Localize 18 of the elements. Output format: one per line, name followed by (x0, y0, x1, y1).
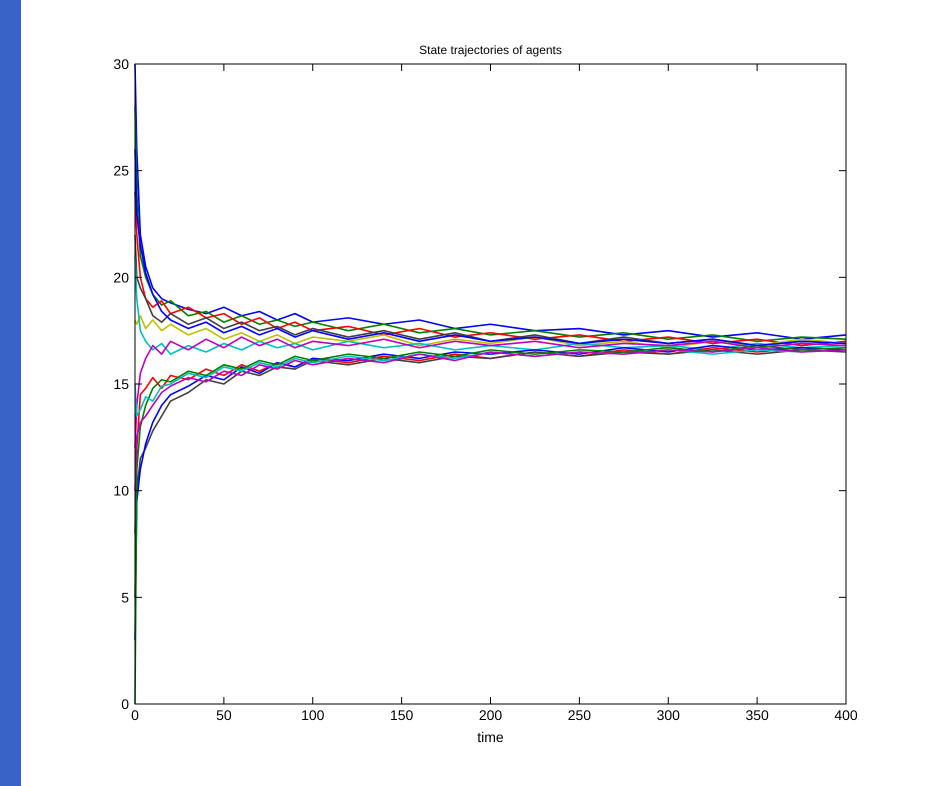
y-tick-label: 0 (121, 696, 130, 712)
x-tick-label: 50 (216, 707, 232, 723)
y-tick-label: 25 (113, 162, 130, 179)
y-tick-label: 15 (113, 376, 130, 392)
x-tick-label: 0 (131, 707, 140, 723)
x-tick-label: 350 (745, 707, 770, 723)
x-tick-label: 400 (834, 707, 858, 723)
chart-title: State trajectories of agents (419, 43, 562, 57)
y-tick-label: 30 (113, 56, 130, 72)
y-tick-label: 5 (121, 589, 130, 606)
x-tick-label: 150 (390, 707, 414, 723)
x-tick-label: 200 (478, 707, 502, 723)
x-axis-title: time (477, 729, 504, 745)
y-tick-label: 10 (113, 482, 130, 499)
y-tick-label: 20 (113, 269, 130, 286)
x-tick-label: 300 (656, 707, 680, 723)
x-tick-label: 250 (568, 707, 592, 723)
x-tick-label: 100 (301, 707, 325, 723)
